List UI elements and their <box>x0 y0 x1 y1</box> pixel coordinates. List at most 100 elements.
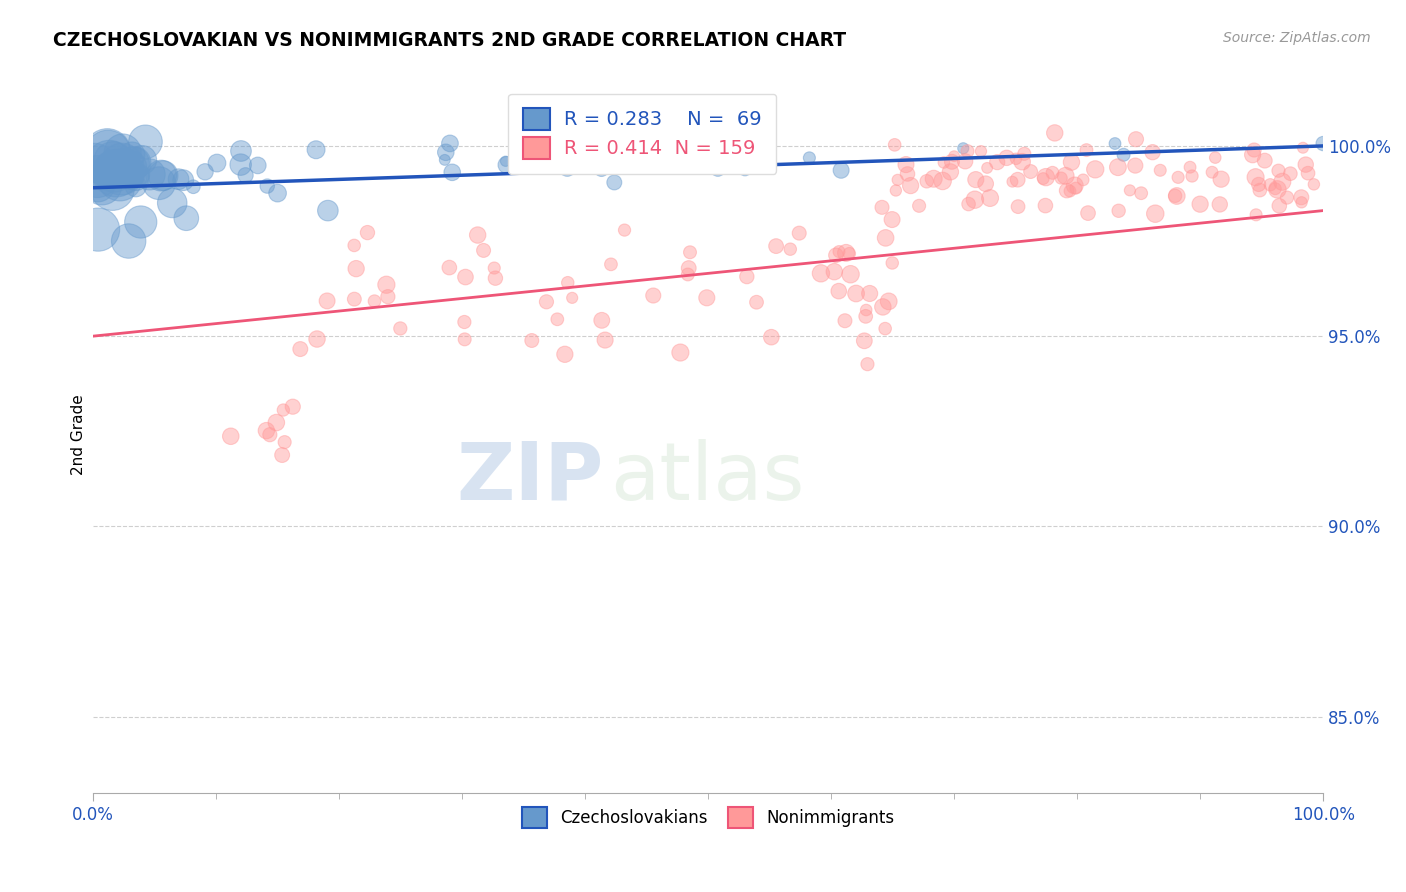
Point <box>557 276 579 290</box>
Point <box>111 145 134 160</box>
Point <box>229 144 252 158</box>
Point <box>375 277 398 292</box>
Point <box>111 161 134 175</box>
Point <box>830 163 852 178</box>
Point <box>877 294 900 309</box>
Point <box>1007 200 1029 214</box>
Point <box>1059 184 1081 198</box>
Point <box>1167 170 1189 185</box>
Point <box>828 244 851 259</box>
Point <box>1264 182 1286 196</box>
Point <box>896 167 918 181</box>
Point <box>1166 189 1188 203</box>
Point <box>1275 190 1298 204</box>
Point <box>1181 169 1204 183</box>
Point <box>957 197 980 211</box>
Point <box>96 145 118 160</box>
Point <box>1084 162 1107 177</box>
Point <box>1060 155 1083 169</box>
Point <box>118 234 141 248</box>
Point <box>932 155 955 169</box>
Point <box>484 271 506 285</box>
Point <box>1130 186 1153 201</box>
Point <box>1241 147 1264 161</box>
Point <box>495 158 517 172</box>
Point <box>922 171 945 186</box>
Point <box>453 315 475 329</box>
Point <box>121 148 143 162</box>
Point <box>120 160 142 174</box>
Point <box>1249 183 1271 197</box>
Point <box>834 314 856 328</box>
Point <box>1035 170 1057 185</box>
Point <box>986 155 1008 169</box>
Point <box>875 231 897 245</box>
Point <box>679 245 702 260</box>
Point <box>441 165 464 179</box>
Point <box>1291 190 1313 204</box>
Point <box>110 165 132 179</box>
Point <box>1279 167 1302 181</box>
Point <box>952 141 974 155</box>
Point <box>174 211 197 226</box>
Point <box>1292 141 1315 155</box>
Point <box>150 169 173 183</box>
Point <box>520 334 543 348</box>
Point <box>103 164 125 178</box>
Point <box>439 260 461 275</box>
Point <box>219 429 242 443</box>
Point <box>853 334 876 348</box>
Point <box>434 145 457 160</box>
Point <box>761 330 783 344</box>
Point <box>1112 148 1135 162</box>
Point <box>734 162 756 177</box>
Point <box>152 169 174 183</box>
Point <box>554 347 576 361</box>
Point <box>839 267 862 281</box>
Point <box>908 199 931 213</box>
Point <box>870 200 893 214</box>
Text: CZECHOSLOVAKIAN VS NONIMMIGRANTS 2ND GRADE CORRELATION CHART: CZECHOSLOVAKIAN VS NONIMMIGRANTS 2ND GRA… <box>53 31 846 50</box>
Point <box>273 435 295 450</box>
Point <box>678 261 700 276</box>
Point <box>172 173 194 187</box>
Point <box>735 269 758 284</box>
Point <box>855 303 877 318</box>
Point <box>1125 132 1147 146</box>
Point <box>894 158 917 172</box>
Point <box>1312 136 1334 151</box>
Point <box>616 153 638 168</box>
Point <box>939 165 962 179</box>
Point <box>377 290 399 304</box>
Point <box>433 153 456 167</box>
Point <box>1189 197 1212 211</box>
Point <box>305 332 328 346</box>
Text: ZIP: ZIP <box>457 439 603 517</box>
Point <box>953 154 976 169</box>
Point <box>87 178 110 192</box>
Point <box>87 222 110 236</box>
Point <box>1178 160 1201 174</box>
Point <box>600 257 623 271</box>
Point <box>205 156 228 170</box>
Point <box>235 168 257 182</box>
Point <box>305 143 328 157</box>
Point <box>1211 172 1233 186</box>
Point <box>1267 182 1289 196</box>
Point <box>194 165 217 179</box>
Point <box>1204 151 1226 165</box>
Point <box>787 226 810 240</box>
Point <box>1291 195 1313 210</box>
Point <box>1050 171 1073 186</box>
Point <box>956 144 979 158</box>
Point <box>1063 178 1085 193</box>
Point <box>101 181 124 195</box>
Point <box>131 153 153 167</box>
Point <box>598 153 620 168</box>
Point <box>643 288 665 302</box>
Point <box>603 176 626 190</box>
Point <box>83 156 105 170</box>
Point <box>835 246 858 260</box>
Point <box>246 158 269 172</box>
Point <box>1032 171 1054 186</box>
